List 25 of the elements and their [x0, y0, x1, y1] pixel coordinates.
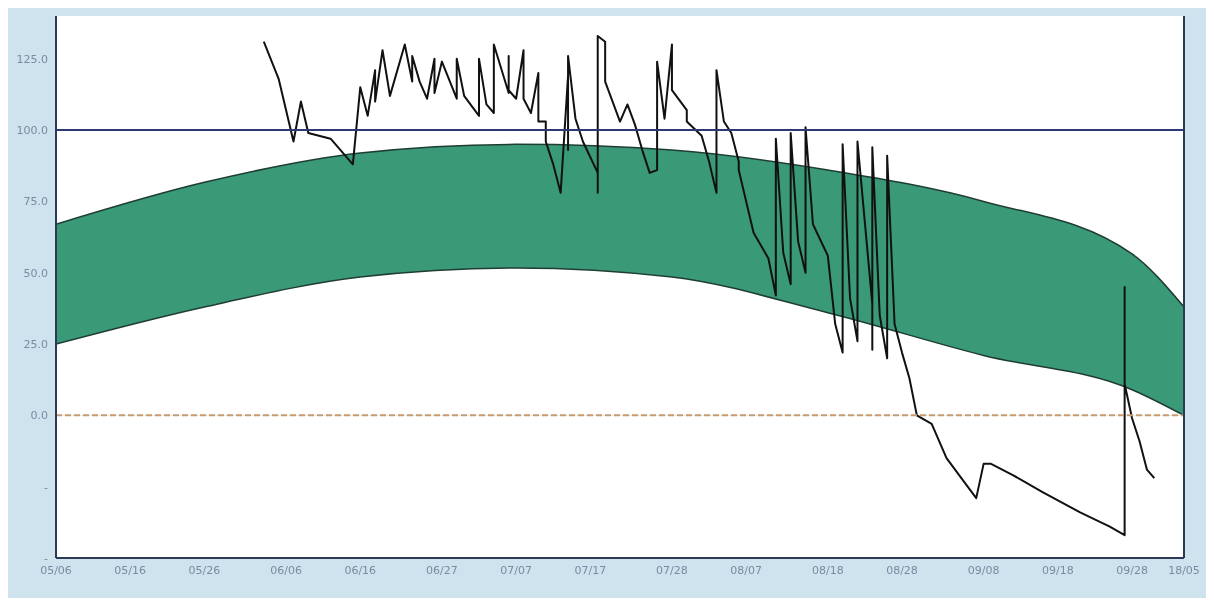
- line-series: [262, 34, 1156, 537]
- x-tick-label: 08/07: [730, 563, 763, 577]
- x-tick-label: 09/08: [967, 563, 1000, 577]
- x-tick-label: 07/17: [574, 563, 607, 577]
- x-tick-label: 08/18: [811, 563, 844, 577]
- y-tick-label: 125.0: [16, 52, 48, 66]
- x-tick-label: 06/16: [344, 563, 377, 577]
- x-tick-label: 05/16: [114, 563, 147, 577]
- y-tick-label: 75.0: [23, 195, 48, 209]
- y-tick-label: -: [44, 480, 49, 494]
- x-tick-label: 18/05: [1168, 563, 1200, 577]
- x-tick-label: 07/28: [656, 563, 688, 577]
- x-tick-label: 05/26: [188, 563, 221, 577]
- x-tick-label: 06/06: [270, 563, 302, 577]
- y-tick-label: 25.0: [23, 337, 48, 351]
- x-tick-label: 09/28: [1116, 563, 1148, 577]
- x-tick-label: 08/28: [886, 563, 918, 577]
- x-tick-label: 05/06: [40, 563, 72, 577]
- x-tick-label: 06/27: [426, 563, 458, 577]
- y-tick-label: -: [44, 551, 49, 565]
- y-tick-label: 50.0: [23, 266, 48, 280]
- y-tick-label: 100.0: [16, 124, 48, 138]
- y-tick-label: 0.0: [30, 409, 48, 423]
- x-tick-label: 07/07: [500, 563, 532, 577]
- x-tick-label: 09/18: [1041, 563, 1074, 577]
